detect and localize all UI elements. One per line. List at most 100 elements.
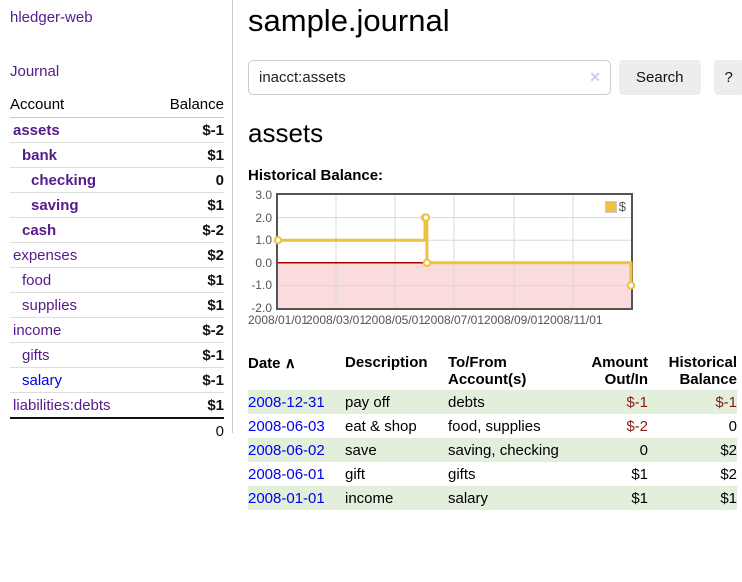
register-header-row: Date ∧ Description To/From Account(s) Am… (248, 352, 737, 390)
search-button[interactable]: Search (619, 60, 701, 95)
account-link[interactable]: food (22, 272, 52, 289)
account-row: assets $-1 (10, 117, 224, 143)
transaction-accounts: debts (448, 390, 580, 414)
help-button[interactable]: ? (713, 60, 742, 95)
legend-label: $ (618, 199, 626, 214)
account-link[interactable]: expenses (13, 247, 78, 264)
register-header-amount: Amount Out/In (591, 354, 648, 388)
y-axis-tick-label: 1.0 (255, 233, 272, 248)
x-axis-tick-label: 2008/01/01 (247, 313, 309, 327)
transaction-row: 2008-01-01 income salary $1 $1 (248, 486, 737, 510)
account-link[interactable]: assets (13, 122, 60, 139)
account-row: expenses $2 (10, 242, 224, 268)
transaction-balance: $2 (720, 466, 737, 483)
transaction-row: 2008-06-03 eat & shop food, supplies $-2 0 (248, 414, 737, 438)
account-row: income $-2 (10, 317, 224, 343)
transaction-amount: 0 (580, 438, 648, 462)
accounts-table: Account Balance assets $-1 bank $1 checking 0… (10, 93, 224, 443)
x-axis-tick-label: 2008/07/01 (423, 313, 485, 327)
account-heading: assets (248, 118, 324, 148)
sidebar-item-journal[interactable]: Journal (10, 63, 60, 80)
account-balance: $-1 (149, 342, 224, 368)
account-balance: $1 (149, 392, 224, 419)
chart-point (421, 213, 431, 222)
account-link[interactable]: supplies (22, 297, 78, 314)
chart-plot-area: $ (273, 193, 636, 310)
y-axis-tick-label: 0.0 (255, 255, 272, 270)
transaction-date-link[interactable]: 2008-01-01 (248, 490, 325, 507)
account-link[interactable]: salary (22, 372, 63, 389)
account-balance: 0 (149, 167, 224, 193)
date-header-label: Date (248, 355, 281, 372)
chart-point (422, 258, 432, 268)
account-balance: $-2 (149, 317, 224, 343)
y-axis-tick-label: -2.0 (251, 301, 272, 315)
account-row: gifts $-1 (10, 342, 224, 368)
account-balance: $-2 (149, 217, 224, 243)
transaction-description: pay off (345, 390, 448, 414)
chart-point (626, 281, 636, 290)
account-link[interactable]: saving (31, 197, 79, 214)
accounts-total-spacer (10, 417, 150, 443)
register-header-date[interactable]: Date ∧ (248, 352, 345, 390)
transaction-amount: $1 (580, 486, 648, 510)
page: hledger-web Journal Account Balance asse… (0, 0, 742, 510)
page-title: sample.journal (248, 3, 450, 38)
search-bar: ✕ Search ? (248, 60, 742, 95)
transaction-balance: $1 (648, 486, 737, 510)
account-link[interactable]: checking (31, 172, 97, 189)
y-axis-tick-label: -1.0 (251, 278, 272, 293)
transaction-description: save (345, 438, 448, 462)
account-balance: $1 (149, 192, 224, 218)
account-balance: $-1 (149, 117, 224, 143)
brand-link[interactable]: hledger-web (10, 9, 93, 26)
transaction-row: 2008-06-01 gift gifts $1 $2 (248, 462, 737, 486)
transaction-description: income (345, 486, 448, 510)
account-link[interactable]: liabilities:debts (13, 397, 111, 414)
account-link[interactable]: bank (22, 147, 58, 164)
transaction-row: 2008-06-02 save saving, checking 0 $2 (248, 438, 737, 462)
account-row: bank $1 (10, 142, 224, 168)
account-balance: $1 (149, 292, 224, 318)
transaction-balance: $-1 (648, 390, 737, 414)
register-header-accounts: To/From Account(s) (448, 354, 527, 388)
register-header-balance: Historical Balance (668, 354, 737, 388)
account-row: liabilities:debts $1 (10, 392, 224, 419)
search-input[interactable] (248, 60, 611, 95)
y-axis-tick-label: 2.0 (255, 210, 272, 225)
account-row: supplies $1 (10, 292, 224, 318)
accounts-total-row: 0 (10, 417, 224, 443)
transaction-accounts: gifts (448, 466, 476, 483)
account-link[interactable]: income (13, 322, 62, 339)
transaction-accounts: salary (448, 486, 580, 510)
transaction-date-link[interactable]: 2008-06-01 (248, 466, 325, 483)
transaction-description: eat & shop (345, 418, 417, 435)
clear-search-icon[interactable]: ✕ (589, 69, 601, 85)
register-header-description: Description (345, 354, 428, 371)
legend-swatch-icon (604, 200, 617, 213)
x-axis-tick-label: 2008/05/01 (364, 313, 426, 327)
account-row: food $1 (10, 267, 224, 293)
transaction-date-link[interactable]: 2008-12-31 (248, 394, 325, 411)
transaction-balance: $2 (648, 438, 737, 462)
chart-heading: Historical Balance: (248, 167, 384, 184)
transaction-accounts: saving, checking (448, 438, 580, 462)
chart-point (273, 236, 283, 245)
transaction-balance: 0 (728, 418, 737, 435)
chart-legend: $ (602, 198, 628, 215)
balance-chart: $ 3.0 2.0 1.0 0.0 -1.0 -2.0 2008/01/01 2008/03/… (247, 189, 742, 329)
account-row: cash $-2 (10, 217, 224, 243)
account-balance: $1 (149, 267, 224, 293)
sort-ascending-icon: ∧ (284, 355, 296, 372)
x-axis-tick-label: 2008/11/01 (543, 313, 603, 327)
transaction-date-link[interactable]: 2008-06-03 (248, 418, 325, 435)
main-content: sample.journal ✕ Search ? assets Histori… (233, 0, 742, 510)
register-table: Date ∧ Description To/From Account(s) Am… (248, 352, 737, 510)
account-balance: $-1 (149, 367, 224, 393)
account-link[interactable]: cash (22, 222, 57, 239)
account-link[interactable]: gifts (22, 347, 50, 364)
sidebar: hledger-web Journal Account Balance asse… (0, 0, 233, 443)
transaction-date-link[interactable]: 2008-06-02 (248, 442, 325, 459)
account-row: checking 0 (10, 167, 224, 193)
transaction-row: 2008-12-31 pay off debts $-1 $-1 (248, 390, 737, 414)
